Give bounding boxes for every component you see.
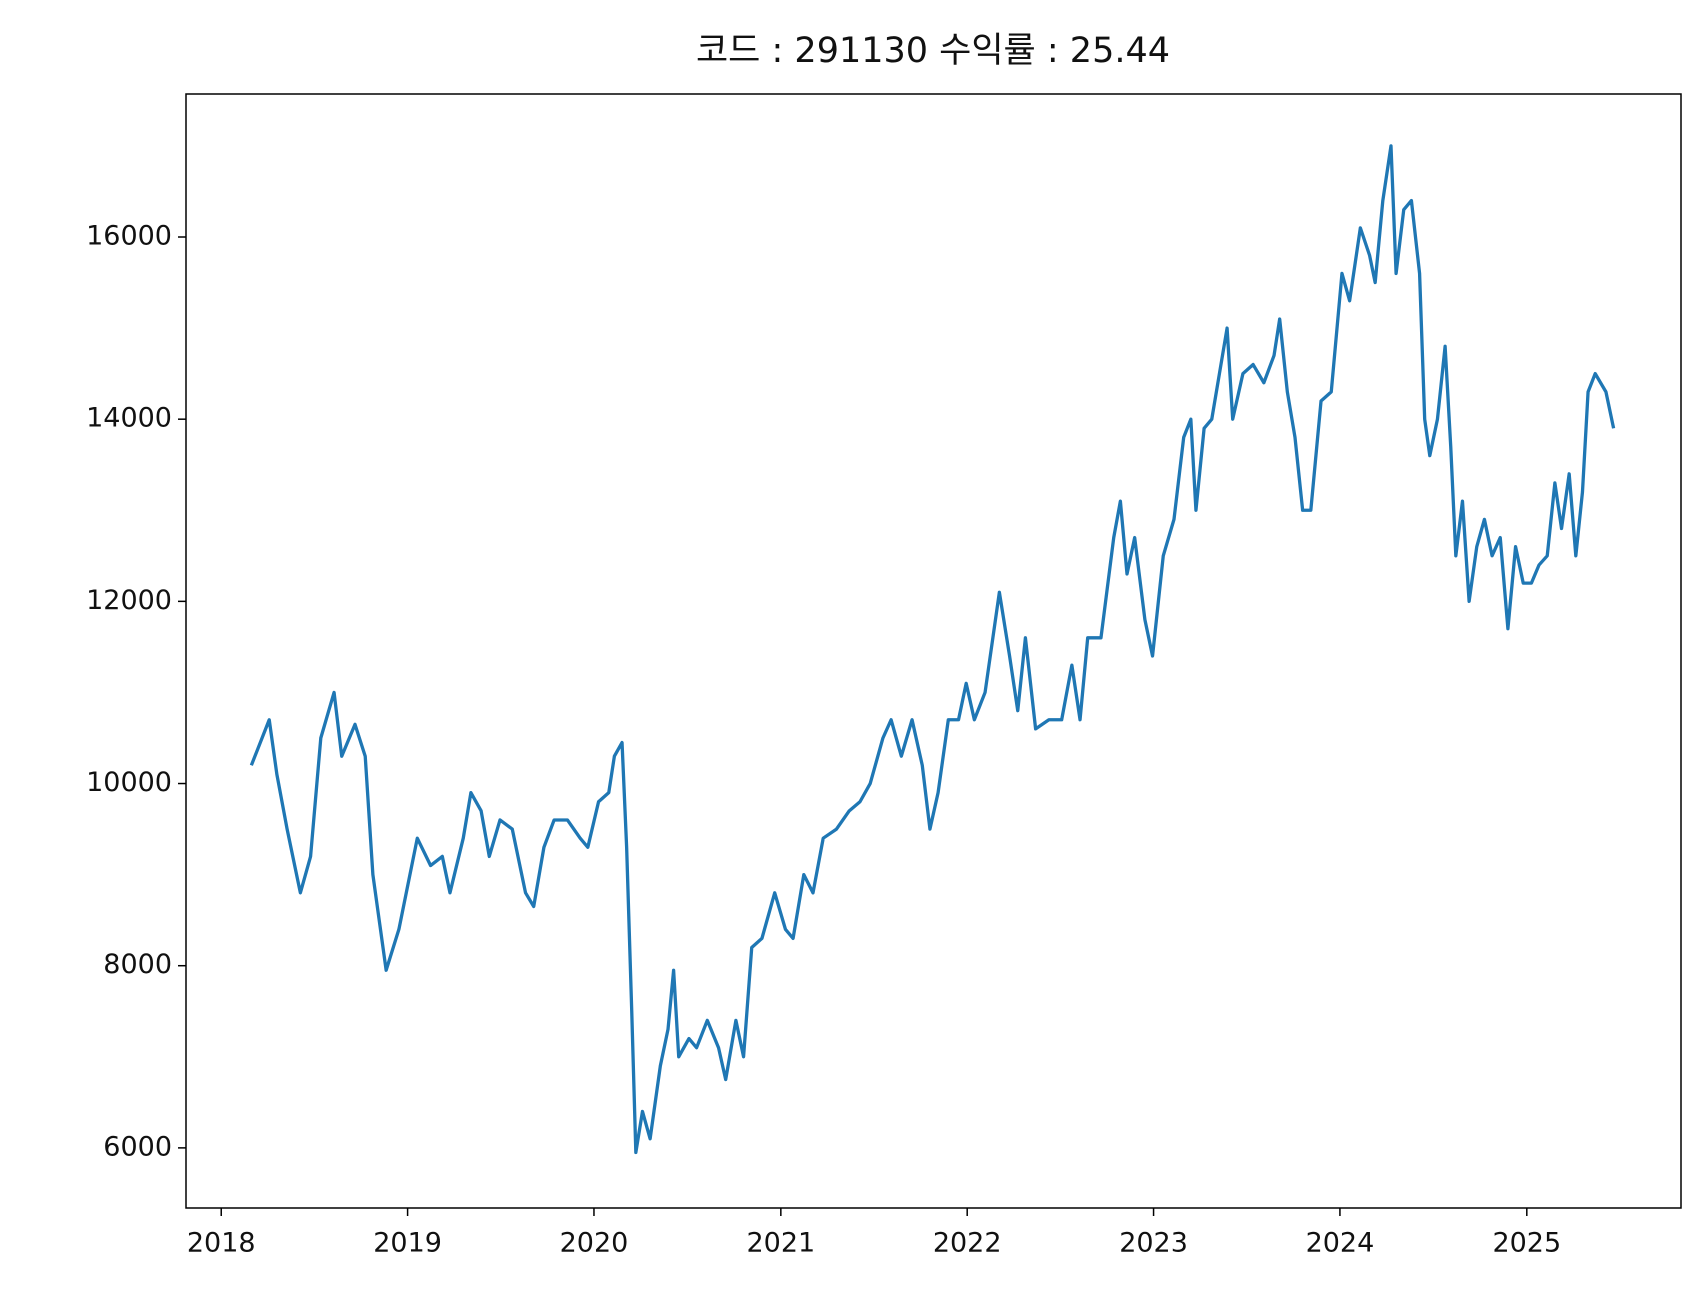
x-tick-label: 2018: [187, 1228, 256, 1259]
x-tick-label: 2023: [1119, 1228, 1188, 1259]
y-tick-label: 6000: [103, 1131, 172, 1162]
x-tick-label: 2025: [1492, 1228, 1561, 1259]
x-tick-label: 2020: [560, 1228, 629, 1259]
x-tick-label: 2024: [1306, 1228, 1375, 1259]
plot-frame: [185, 93, 1682, 1209]
chart-title: 코드 : 291130 수익률 : 25.44: [696, 31, 1170, 71]
y-tick-label: 14000: [86, 403, 172, 434]
x-tick-label: 2022: [933, 1228, 1002, 1259]
y-tick-label: 8000: [103, 949, 172, 980]
price-line: [249, 144, 1616, 1155]
y-tick-label: 12000: [86, 585, 172, 616]
y-tick-label: 10000: [86, 767, 172, 798]
y-tick-label: 16000: [86, 221, 172, 252]
x-tick-label: 2021: [746, 1228, 815, 1259]
x-tick-label: 2019: [373, 1228, 442, 1259]
